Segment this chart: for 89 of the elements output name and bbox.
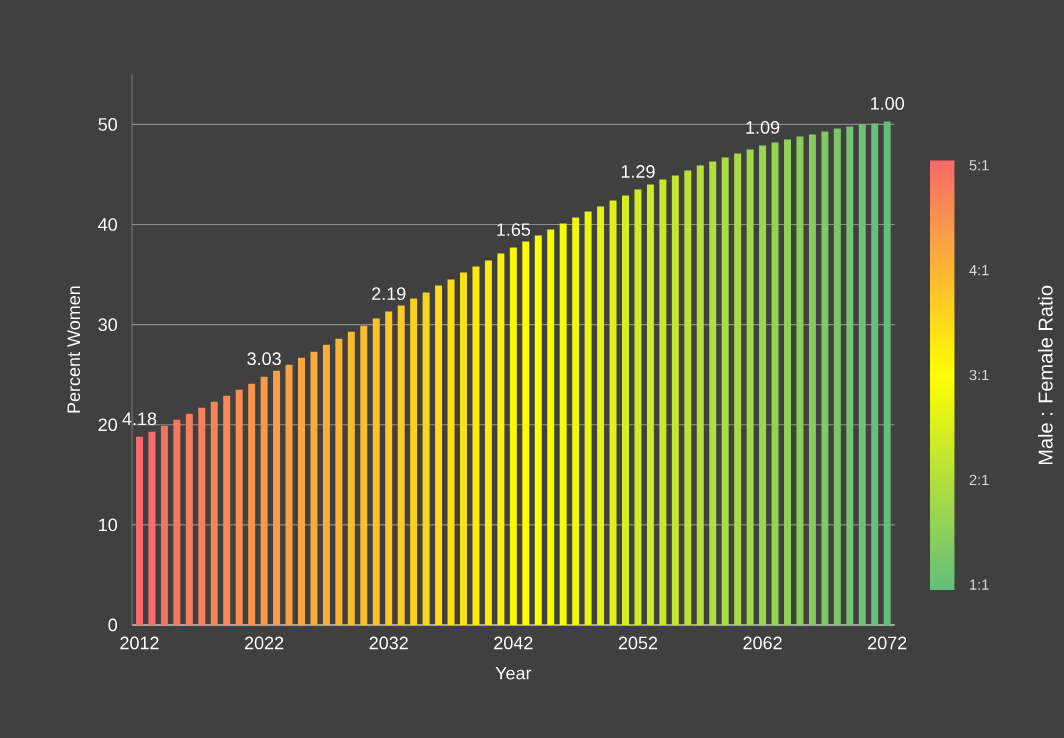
x-tick-label: 2052 bbox=[618, 636, 658, 650]
bar bbox=[422, 292, 430, 625]
bar bbox=[534, 235, 542, 625]
bar bbox=[659, 179, 667, 625]
bar bbox=[198, 407, 206, 625]
color-bar-label: 1:1 bbox=[970, 579, 989, 590]
bar bbox=[858, 124, 866, 625]
bar bbox=[435, 285, 443, 625]
color-bar-label: 5:1 bbox=[969, 160, 989, 171]
bar bbox=[646, 184, 654, 625]
annotation: 1.65 bbox=[497, 223, 531, 236]
bar bbox=[771, 142, 779, 625]
bar bbox=[460, 272, 467, 625]
bar bbox=[484, 260, 492, 625]
bar bbox=[497, 253, 505, 625]
annotation: 1.09 bbox=[746, 121, 780, 134]
bar bbox=[721, 157, 729, 625]
bar bbox=[746, 149, 754, 625]
y-tick-label: 0 bbox=[108, 618, 118, 632]
bar bbox=[210, 401, 218, 625]
bar bbox=[846, 126, 854, 625]
bar bbox=[310, 351, 318, 625]
bar bbox=[372, 318, 380, 625]
bar bbox=[572, 217, 580, 625]
bar bbox=[248, 383, 256, 625]
bar bbox=[397, 305, 405, 625]
bar bbox=[796, 136, 804, 625]
bar bbox=[696, 165, 704, 625]
annotation: 1.00 bbox=[871, 97, 905, 110]
bar bbox=[709, 161, 717, 625]
bar bbox=[185, 413, 193, 625]
x-axis-title: Year bbox=[495, 666, 532, 680]
bar bbox=[609, 200, 617, 625]
x-tick-label: 2072 bbox=[868, 636, 907, 650]
bar bbox=[335, 338, 343, 625]
bar bbox=[671, 175, 679, 625]
bar bbox=[322, 344, 330, 625]
x-tick-label: 2062 bbox=[743, 636, 782, 650]
bar bbox=[160, 425, 168, 625]
bar bbox=[871, 123, 879, 625]
bar bbox=[347, 331, 355, 625]
bar bbox=[447, 279, 455, 625]
bar bbox=[509, 247, 517, 625]
bar bbox=[472, 266, 480, 625]
bar bbox=[298, 357, 305, 625]
bar bbox=[522, 241, 530, 625]
x-tick-label: 2012 bbox=[120, 636, 159, 650]
bar bbox=[759, 145, 767, 625]
bar bbox=[597, 206, 605, 625]
bar bbox=[148, 431, 156, 625]
bar bbox=[273, 370, 281, 625]
color-bar-label: 2:1 bbox=[969, 474, 989, 485]
color-bar-label: 4:1 bbox=[969, 265, 989, 276]
bar bbox=[584, 211, 592, 625]
bar bbox=[360, 325, 368, 625]
bar bbox=[223, 395, 231, 625]
bar bbox=[808, 134, 816, 625]
bar bbox=[260, 376, 268, 625]
annotation: 3.03 bbox=[247, 352, 281, 366]
annotation: 4.18 bbox=[122, 412, 157, 426]
bar bbox=[559, 223, 567, 625]
bar bbox=[622, 195, 629, 625]
y-tick-label: 40 bbox=[98, 218, 118, 231]
y-tick-label: 50 bbox=[98, 118, 118, 131]
x-tick-label: 2022 bbox=[244, 636, 284, 650]
x-tick-label: 2042 bbox=[494, 636, 533, 650]
y-tick-label: 10 bbox=[99, 518, 118, 532]
color-bar-label: 3:1 bbox=[969, 369, 989, 381]
annotation: 1.29 bbox=[621, 165, 655, 178]
bar bbox=[734, 153, 742, 625]
y-tick-label: 30 bbox=[98, 318, 118, 331]
bar bbox=[684, 170, 692, 625]
bar bbox=[821, 131, 829, 625]
bar bbox=[547, 229, 555, 625]
color-bar-title: Male : Female Ratio bbox=[1037, 285, 1053, 465]
bar bbox=[883, 121, 891, 625]
x-tick-label: 2032 bbox=[369, 636, 408, 650]
y-axis-title: Percent Women bbox=[67, 286, 81, 413]
bar bbox=[634, 189, 642, 625]
annotation: 2.19 bbox=[372, 287, 406, 300]
bar bbox=[385, 311, 393, 625]
bar bbox=[833, 128, 841, 625]
y-tick-label: 20 bbox=[98, 418, 118, 432]
bar bbox=[135, 436, 143, 625]
bar bbox=[285, 364, 293, 625]
bar bbox=[173, 419, 181, 625]
bar bbox=[784, 139, 791, 625]
bar bbox=[410, 298, 418, 625]
bar bbox=[235, 389, 243, 625]
